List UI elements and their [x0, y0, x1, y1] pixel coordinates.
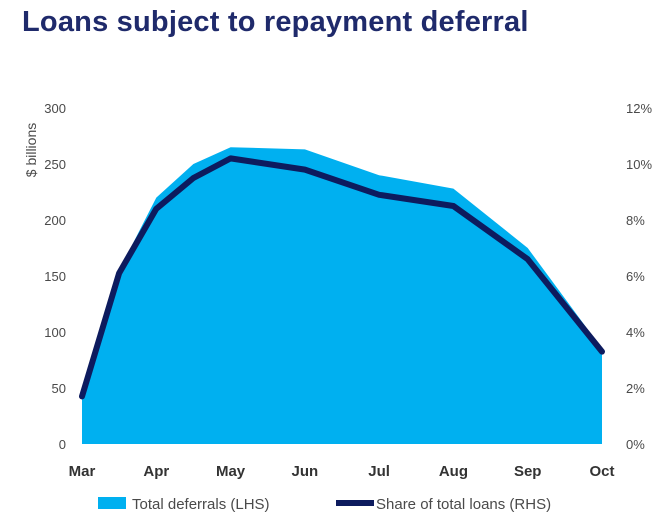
- legend-swatch-area: [98, 497, 126, 509]
- x-tick-label: May: [216, 463, 246, 480]
- y-tick-label: 50: [52, 381, 66, 396]
- legend: Total deferrals (LHS) Share of total loa…: [98, 496, 551, 513]
- x-tick-label: Apr: [143, 463, 169, 480]
- y2-tick-label: 12%: [626, 101, 652, 116]
- line-series-share-of-loans: [79, 155, 605, 400]
- chart-title: Loans subject to repayment deferral: [22, 6, 529, 38]
- y2-tick-label: 2%: [626, 381, 645, 396]
- y-tick-label: 100: [44, 325, 66, 340]
- left-axis: 0 50 100 150 200 250 300: [44, 101, 66, 452]
- x-tick-label: Oct: [589, 463, 614, 480]
- right-axis: 0% 2% 4% 6% 8% 10% 12%: [626, 101, 652, 452]
- y2-tick-label: 10%: [626, 157, 652, 172]
- legend-label-line: Share of total loans (RHS): [376, 496, 551, 513]
- legend-swatch-line: [336, 500, 374, 506]
- y2-tick-label: 4%: [626, 325, 645, 340]
- y-tick-label: 200: [44, 213, 66, 228]
- y-axis-title: $ billions: [23, 123, 39, 177]
- line-layer: [79, 155, 605, 400]
- y-tick-label: 300: [44, 101, 66, 116]
- x-tick-label: Jun: [292, 463, 319, 480]
- y2-tick-label: 0%: [626, 437, 645, 452]
- y2-tick-label: 6%: [626, 269, 645, 284]
- x-tick-label: Aug: [439, 463, 468, 480]
- area-layer: [82, 147, 602, 444]
- area-series-total-deferrals: [82, 147, 602, 444]
- y-tick-label: 150: [44, 269, 66, 284]
- x-axis: Mar Apr May Jun Jul Aug Sep Oct: [69, 463, 615, 480]
- x-tick-label: Mar: [69, 463, 96, 480]
- legend-label-area: Total deferrals (LHS): [132, 496, 270, 513]
- x-tick-label: Jul: [368, 463, 390, 480]
- y2-tick-label: 8%: [626, 213, 645, 228]
- y-tick-label: 250: [44, 157, 66, 172]
- x-tick-label: Sep: [514, 463, 542, 480]
- y-tick-label: 0: [59, 437, 66, 452]
